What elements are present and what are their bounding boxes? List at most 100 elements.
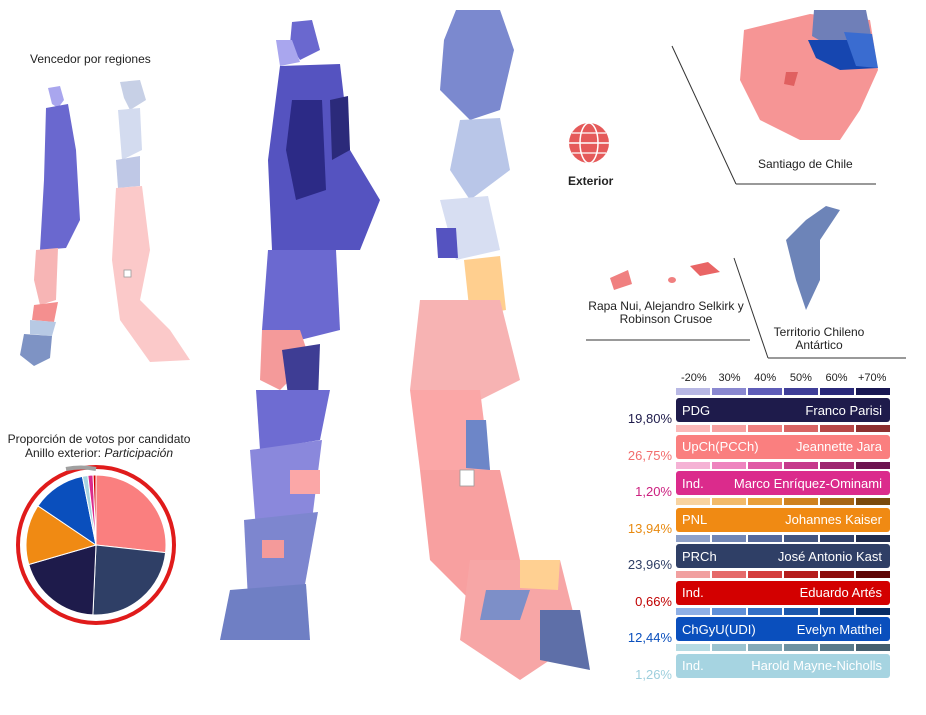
outer-ring-prefix: Anillo exterior: <box>24 446 105 460</box>
color-scale <box>676 644 890 651</box>
scale-swatch <box>676 461 710 469</box>
candidate-percentage: 0,66% <box>635 593 672 609</box>
candidate-name: José Antonio Kast <box>777 548 882 564</box>
scale-swatch <box>820 607 854 615</box>
scale-ticks: -20% 30% 40% 50% 60% +70% <box>676 372 890 384</box>
color-scale <box>676 461 890 469</box>
scale-swatch <box>712 644 746 651</box>
map-region <box>34 248 58 305</box>
winner-map-south <box>112 80 190 362</box>
scale-swatch <box>712 498 746 505</box>
winner-map-mainland <box>20 86 80 366</box>
scale-swatch <box>748 644 782 651</box>
candidate-party: PRCh <box>682 548 717 564</box>
vote-share-title-line: Proporción de votos por candidato <box>7 432 191 446</box>
scale-swatch <box>748 571 782 578</box>
scale-swatch <box>748 534 782 542</box>
scale-header <box>676 388 890 395</box>
scale-swatch <box>712 534 746 542</box>
candidate-party: PDG <box>682 402 711 418</box>
scale-swatch <box>748 461 782 469</box>
map-region <box>120 80 146 110</box>
candidate-party: ChGyU(UDI) <box>682 621 756 637</box>
scale-tick: -20% <box>680 372 707 384</box>
legend-row: 12,44% ChGyU(UDI) Evelyn Matthei <box>614 617 890 653</box>
scale-swatch <box>820 498 854 505</box>
pie-slice <box>92 544 167 616</box>
legend-row: 1,20% Ind. Marco Enríquez-Ominami <box>614 471 890 507</box>
candidate-party: PNL <box>682 512 708 527</box>
outer-ring-value: Participación <box>104 446 174 460</box>
candidate-percentage: 13,94% <box>627 520 672 536</box>
scale-swatch <box>784 644 818 651</box>
candidate-name: Evelyn Matthei <box>796 621 882 637</box>
candidate-box: PNL Johannes Kaiser <box>676 507 890 532</box>
vote-share-title: Proporción de votos por candidato Anillo… <box>0 432 198 460</box>
color-scale <box>676 498 890 505</box>
candidate-box: Ind. Eduardo Artés <box>676 580 890 605</box>
scale-swatch <box>712 461 746 469</box>
legend-row: 23,96% PRCh José Antonio Kast <box>614 544 890 580</box>
candidate-name: Johannes Kaiser <box>785 512 882 527</box>
scale-swatch <box>784 425 818 432</box>
candidate-box: PRCh José Antonio Kast <box>676 544 890 568</box>
exterior-label: Exterior <box>568 174 614 188</box>
abstention-arc <box>65 465 97 471</box>
map-region <box>112 186 190 362</box>
scale-swatch <box>748 607 782 615</box>
legend-row: 13,94% PNL Johannes Kaiser <box>614 507 890 544</box>
candidate-percentage: 12,44% <box>627 630 672 645</box>
candidate-name: Jeannette Jara <box>795 439 882 454</box>
scale-swatch <box>784 571 818 578</box>
legend-row: 26,75% UpCh(PCCh) Jeannette Jara <box>614 434 890 471</box>
candidate-party: Ind. <box>682 475 704 491</box>
scale-tick: +70% <box>857 372 887 384</box>
scale-tick: 30% <box>718 372 741 384</box>
scale-swatch <box>712 425 746 432</box>
scale-swatch <box>784 534 818 542</box>
candidate-box: Ind. Harold Mayne-Nicholls <box>676 653 890 678</box>
map-region <box>32 302 58 322</box>
scale-tick: 50% <box>789 372 812 384</box>
candidate-percentage: 23,96% <box>627 557 672 572</box>
scale-swatch <box>712 607 746 615</box>
globe-icon <box>569 122 609 164</box>
scale-swatch <box>676 425 710 432</box>
scale-tick: 60% <box>825 372 848 384</box>
map-region <box>116 156 140 188</box>
scale-swatch <box>676 571 710 578</box>
candidate-box: Ind. Marco Enríquez-Ominami <box>676 471 890 495</box>
scale-swatch <box>676 498 710 505</box>
scale-swatch <box>856 498 890 505</box>
pie-slice <box>28 544 97 616</box>
winner-by-region-title: Vencedor por regiones <box>30 52 151 66</box>
color-scale <box>676 607 890 615</box>
candidate-party: Ind. <box>682 658 704 673</box>
scale-swatch <box>748 425 782 432</box>
candidate-name: Marco Enríquez-Ominami <box>733 475 882 491</box>
scale-swatch <box>856 425 890 432</box>
antarctic-map <box>786 206 840 310</box>
scale-swatch <box>676 534 710 542</box>
legend-row: 19,80% PDG Franco Parisi <box>614 398 890 434</box>
vote-share-pie <box>16 465 176 625</box>
candidate-box: ChGyU(UDI) Evelyn Matthei <box>676 617 890 641</box>
scale-swatch <box>820 571 854 578</box>
santiago-map <box>740 10 878 140</box>
color-scale <box>676 571 890 578</box>
scale-swatch <box>784 607 818 615</box>
color-scale <box>676 534 890 542</box>
map-region <box>118 108 142 160</box>
candidate-percentage: 19,80% <box>627 411 672 426</box>
antarctic-label: Territorio Chileno Antártico <box>773 325 865 352</box>
candidate-party: UpCh(PCCh) <box>682 439 759 454</box>
candidate-box: PDG Franco Parisi <box>676 398 890 422</box>
candidate-percentage: 1,20% <box>635 484 672 499</box>
scale-swatch <box>676 644 710 651</box>
islands-map <box>610 262 720 290</box>
scale-swatch <box>820 534 854 542</box>
candidate-party: Ind. <box>682 585 704 600</box>
candidate-name: Harold Mayne-Nicholls <box>751 658 882 673</box>
scale-swatch <box>856 534 890 542</box>
legend-row: 0,66% Ind. Eduardo Artés <box>614 580 890 617</box>
